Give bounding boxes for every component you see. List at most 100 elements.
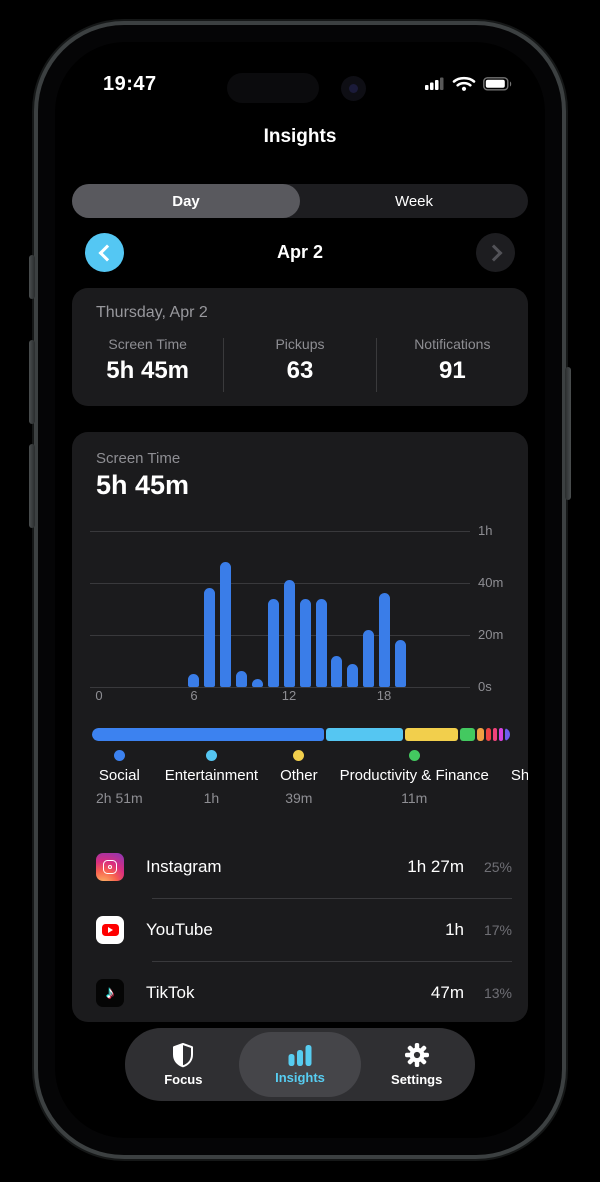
y-tick: 0s bbox=[478, 679, 492, 694]
chart-bar-hour-18 bbox=[379, 593, 391, 687]
legend-label: Social bbox=[98, 767, 140, 784]
x-tick: 6 bbox=[190, 688, 198, 703]
legend-item-productivity-finance: Productivity & Finance 11m bbox=[340, 750, 489, 806]
status-icons bbox=[425, 76, 513, 91]
category-segment-0 bbox=[92, 728, 325, 741]
tab-label: Settings bbox=[391, 1072, 443, 1087]
previous-day-button[interactable] bbox=[85, 233, 124, 272]
x-tick: 18 bbox=[376, 688, 392, 703]
tab-label: Insights bbox=[275, 1069, 325, 1085]
app-time: 1h bbox=[445, 920, 464, 939]
volume-down-button bbox=[29, 444, 35, 528]
app-row-youtube[interactable]: YouTube 1h 17% bbox=[96, 899, 512, 961]
legend-item-shopping: Shopping bbox=[511, 750, 528, 806]
divider bbox=[375, 338, 377, 392]
tab-label: Focus bbox=[164, 1072, 203, 1087]
page-title: Insights bbox=[263, 126, 337, 147]
legend-item-social: Social 2h 51m bbox=[96, 750, 143, 806]
segment-week[interactable]: Week bbox=[394, 192, 434, 210]
category-segment-1 bbox=[326, 728, 404, 741]
chart-bar-hour-19 bbox=[394, 640, 406, 687]
chart-bar-hour-7 bbox=[204, 588, 216, 687]
dynamic-island bbox=[227, 73, 319, 103]
stat-value: 5h 45m bbox=[106, 357, 190, 384]
chart-bar-hour-16 bbox=[347, 664, 359, 687]
chart-bar-hour-6 bbox=[188, 674, 200, 687]
category-segment-8 bbox=[505, 728, 510, 741]
battery-icon bbox=[483, 76, 512, 91]
tab-focus[interactable]: Focus bbox=[125, 1028, 242, 1101]
period-segmented-control: Day Week bbox=[72, 184, 528, 218]
x-tick: 12 bbox=[281, 688, 297, 703]
legend-dot bbox=[408, 750, 420, 761]
gridline-0s bbox=[90, 687, 470, 688]
app-name: Instagram bbox=[146, 857, 222, 876]
screen: 19:47 Insights Day bbox=[55, 42, 545, 1138]
gridline-20m bbox=[90, 635, 470, 636]
next-day-button[interactable] bbox=[476, 233, 515, 272]
chart-bar-hour-15 bbox=[331, 656, 343, 687]
y-tick: 40m bbox=[478, 575, 504, 590]
action-button bbox=[29, 255, 35, 299]
stat-screen-time: Screen Time 5h 45m bbox=[72, 336, 223, 392]
legend-value: 2h 51m bbox=[96, 790, 143, 806]
chart-title: Screen Time bbox=[96, 450, 181, 467]
summary-stats: Screen Time 5h 45m Pickups 63 Notificati… bbox=[72, 336, 528, 392]
divider bbox=[152, 898, 512, 899]
gridline-40m bbox=[90, 583, 470, 584]
app-time: 47m bbox=[430, 983, 464, 1002]
legend-label: Productivity & Finance bbox=[339, 767, 489, 784]
summary-date-title: Thursday, Apr 2 bbox=[96, 304, 208, 321]
app-usage-list: Instagram 1h 27m 25% YouTube 1h 17% ♪ Ti… bbox=[96, 836, 512, 1022]
stat-value: 91 bbox=[438, 357, 466, 384]
youtube-icon bbox=[96, 916, 124, 944]
category-segment-3 bbox=[460, 728, 475, 741]
y-tick: 1h bbox=[478, 523, 493, 538]
app-row-tiktok[interactable]: ♪ TikTok 47m 13% bbox=[96, 962, 512, 1022]
hourly-bar-chart bbox=[90, 531, 470, 687]
legend-dot bbox=[113, 750, 125, 761]
legend-value: 39m bbox=[285, 790, 313, 806]
app-percent: 13% bbox=[483, 985, 512, 1001]
current-date-label: Apr 2 bbox=[276, 242, 323, 262]
chart-bar-hour-9 bbox=[236, 671, 248, 687]
legend-dot bbox=[293, 750, 305, 761]
category-segment-4 bbox=[476, 728, 484, 741]
category-legend[interactable]: Social 2h 51m Entertainment 1h Other 39m… bbox=[72, 750, 528, 806]
stat-pickups: Pickups 63 bbox=[224, 336, 375, 392]
chart-bar-hour-10 bbox=[252, 679, 263, 687]
chart-bar-hour-13 bbox=[299, 599, 311, 687]
app-percent: 17% bbox=[483, 922, 512, 938]
front-camera bbox=[341, 76, 366, 101]
legend-label: Entertainment bbox=[164, 767, 259, 784]
legend-dot bbox=[205, 750, 217, 761]
chart-bar-hour-8 bbox=[220, 562, 232, 687]
category-segment-5 bbox=[485, 728, 491, 741]
tab-insights[interactable]: Insights bbox=[242, 1028, 359, 1101]
cellular-signal-icon bbox=[425, 77, 444, 90]
date-navigation: Apr 2 bbox=[72, 230, 528, 276]
tiktok-icon: ♪ bbox=[96, 979, 124, 1007]
chart-bar-hour-12 bbox=[283, 580, 295, 687]
stat-label: Notifications bbox=[414, 336, 491, 352]
app-name: TikTok bbox=[146, 983, 195, 1002]
tab-bar: Focus Insights bbox=[125, 1028, 475, 1101]
power-button bbox=[565, 367, 571, 500]
tab-settings[interactable]: Settings bbox=[358, 1028, 475, 1101]
status-time: 19:47 bbox=[103, 73, 157, 95]
legend-label: Shopping bbox=[510, 767, 528, 784]
category-segment-6 bbox=[492, 728, 497, 741]
chart-bar-hour-17 bbox=[363, 630, 375, 687]
divider bbox=[223, 338, 225, 392]
category-segment-2 bbox=[405, 728, 459, 741]
legend-item-entertainment: Entertainment 1h bbox=[165, 750, 258, 806]
app-row-instagram[interactable]: Instagram 1h 27m 25% bbox=[96, 836, 512, 898]
screen-time-card: Screen Time 5h 45m 1h 40m 20m 0s 0 6 12 … bbox=[72, 432, 528, 1022]
wifi-icon bbox=[452, 76, 476, 91]
y-tick: 20m bbox=[478, 627, 504, 642]
stat-value: 63 bbox=[286, 357, 314, 384]
category-segment-7 bbox=[498, 728, 504, 741]
legend-value: 1h bbox=[203, 790, 220, 806]
segment-day[interactable]: Day bbox=[72, 184, 300, 218]
chart-bar-hour-11 bbox=[267, 599, 279, 687]
